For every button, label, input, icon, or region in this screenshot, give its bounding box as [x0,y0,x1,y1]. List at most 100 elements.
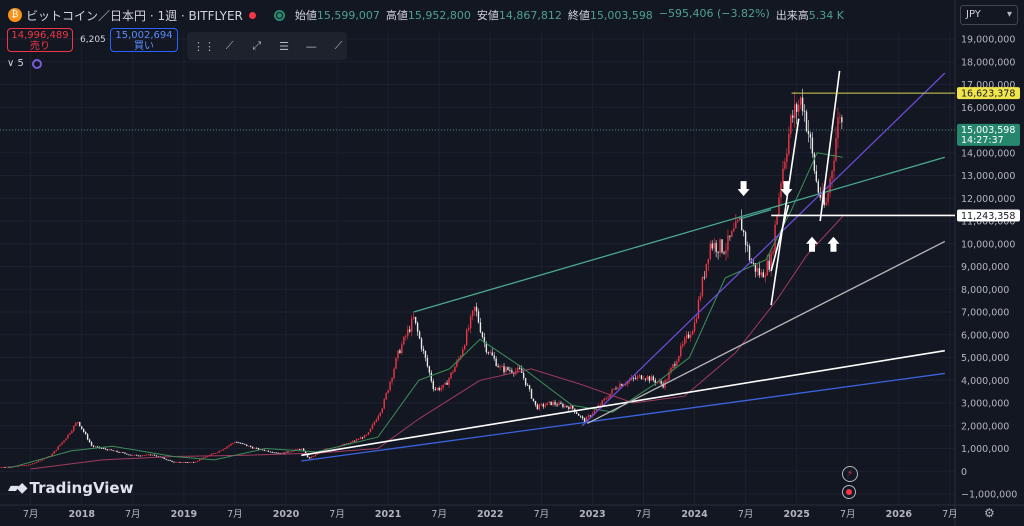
candle-body [137,455,140,457]
candle-body [92,445,95,447]
candle-body [79,421,81,427]
currency-select[interactable]: JPY [960,5,1018,25]
candle-body [112,450,114,452]
ray-icon[interactable]: ⤢ [252,39,262,52]
candle-body [397,350,399,359]
candle-body [352,440,354,443]
candle-body [562,403,564,408]
parallel-channel-icon[interactable]: ☰ [279,39,289,53]
candle-body [226,446,228,449]
record-icon[interactable] [842,485,856,499]
buy-button[interactable]: 15,002,694 買い [110,28,178,52]
drag-handle-icon[interactable]: ⋮⋮ [193,39,215,53]
candle-body [497,366,499,368]
candle-body [768,260,770,270]
sell-button[interactable]: 14,996,489 売り [7,28,73,52]
candle-body [809,134,812,138]
indicator-icon[interactable] [31,58,42,69]
candle-body [126,453,128,455]
candle-body [784,161,786,169]
candle-body [106,449,108,451]
candle-body [187,462,189,463]
candle-body [430,372,433,382]
horizontal-line-icon[interactable]: — [305,39,317,53]
candle-body [615,388,617,390]
open-label: 始値 [294,9,317,22]
market-status-icon[interactable] [273,9,285,21]
candle-body [538,404,541,410]
candle-body [652,376,654,381]
candle-body [491,352,493,356]
extended-line-icon[interactable]: ⟋ [334,39,343,52]
candle-body [426,358,429,367]
candle-body [118,451,120,453]
candle-body [835,138,837,161]
candle-body [96,446,99,448]
y-tick-label: 11,000,000 [961,217,1015,228]
candle-timer: 14:27:37 [961,135,1004,146]
candle-body [8,466,10,468]
candle-body [442,384,444,388]
moving-average-short [10,152,843,469]
candle-body [670,367,672,373]
trend-line-icon[interactable]: ⟋ [225,39,234,52]
candle-body [790,115,792,134]
candle-body [84,431,87,435]
candle-body [273,452,275,454]
candle-body [383,399,385,409]
candle-body [554,402,556,405]
indicators-toggle[interactable]: ∨ 5 [7,58,42,69]
x-tick-label: 2020 [273,509,300,520]
candle-body [805,111,808,131]
candles [0,88,843,468]
candle-body [593,410,596,414]
candle-body [249,445,252,447]
candle-body [263,450,266,451]
candle-body [446,382,448,385]
candle-body [746,245,749,247]
candle-body [410,318,413,332]
candle-body [634,378,637,380]
candle-body [136,454,138,456]
candle-body [801,97,804,112]
candle-body [387,390,389,394]
candle-body [114,450,116,452]
candle-body [18,465,20,467]
candle-body [471,310,474,317]
trend-line-white [301,349,945,457]
symbol-title[interactable]: ₿ ビットコイン／日本円 · 1週 · BITFLYER [8,7,256,24]
sell-price: 14,996,489 [11,30,69,41]
y-tick-label: 16,000,000 [961,103,1015,114]
candle-body [409,329,411,332]
candle-body [831,171,833,179]
y-tick-label: 19,000,000 [961,35,1015,46]
y-tick-label: 7,000,000 [961,308,1009,319]
candle-body [678,356,680,362]
candle-body [483,337,486,344]
candle-body [228,445,230,447]
candle-body [432,381,435,390]
candle-body [493,355,495,359]
candle-body [585,417,588,423]
candle-body [760,272,763,276]
candle-body [511,370,513,373]
candle-body [57,446,59,450]
candle-body [788,133,790,154]
candle-body [414,316,417,324]
y-tick-label: 2,000,000 [961,421,1009,432]
moving-averages [10,152,843,470]
open-value: 15,599,007 [316,9,380,22]
gear-icon[interactable]: ⚙ [984,506,995,520]
trend-line-blue [301,372,945,462]
candle-body [499,366,501,368]
trend-line-teal [740,209,772,220]
flash-icon[interactable]: ⚡ [842,466,858,482]
candle-body [202,457,205,460]
arrow-up-icon [806,236,819,252]
candle-body [240,442,242,444]
candle-body [839,117,841,119]
candle-body [22,465,24,467]
candle-body [214,453,216,454]
